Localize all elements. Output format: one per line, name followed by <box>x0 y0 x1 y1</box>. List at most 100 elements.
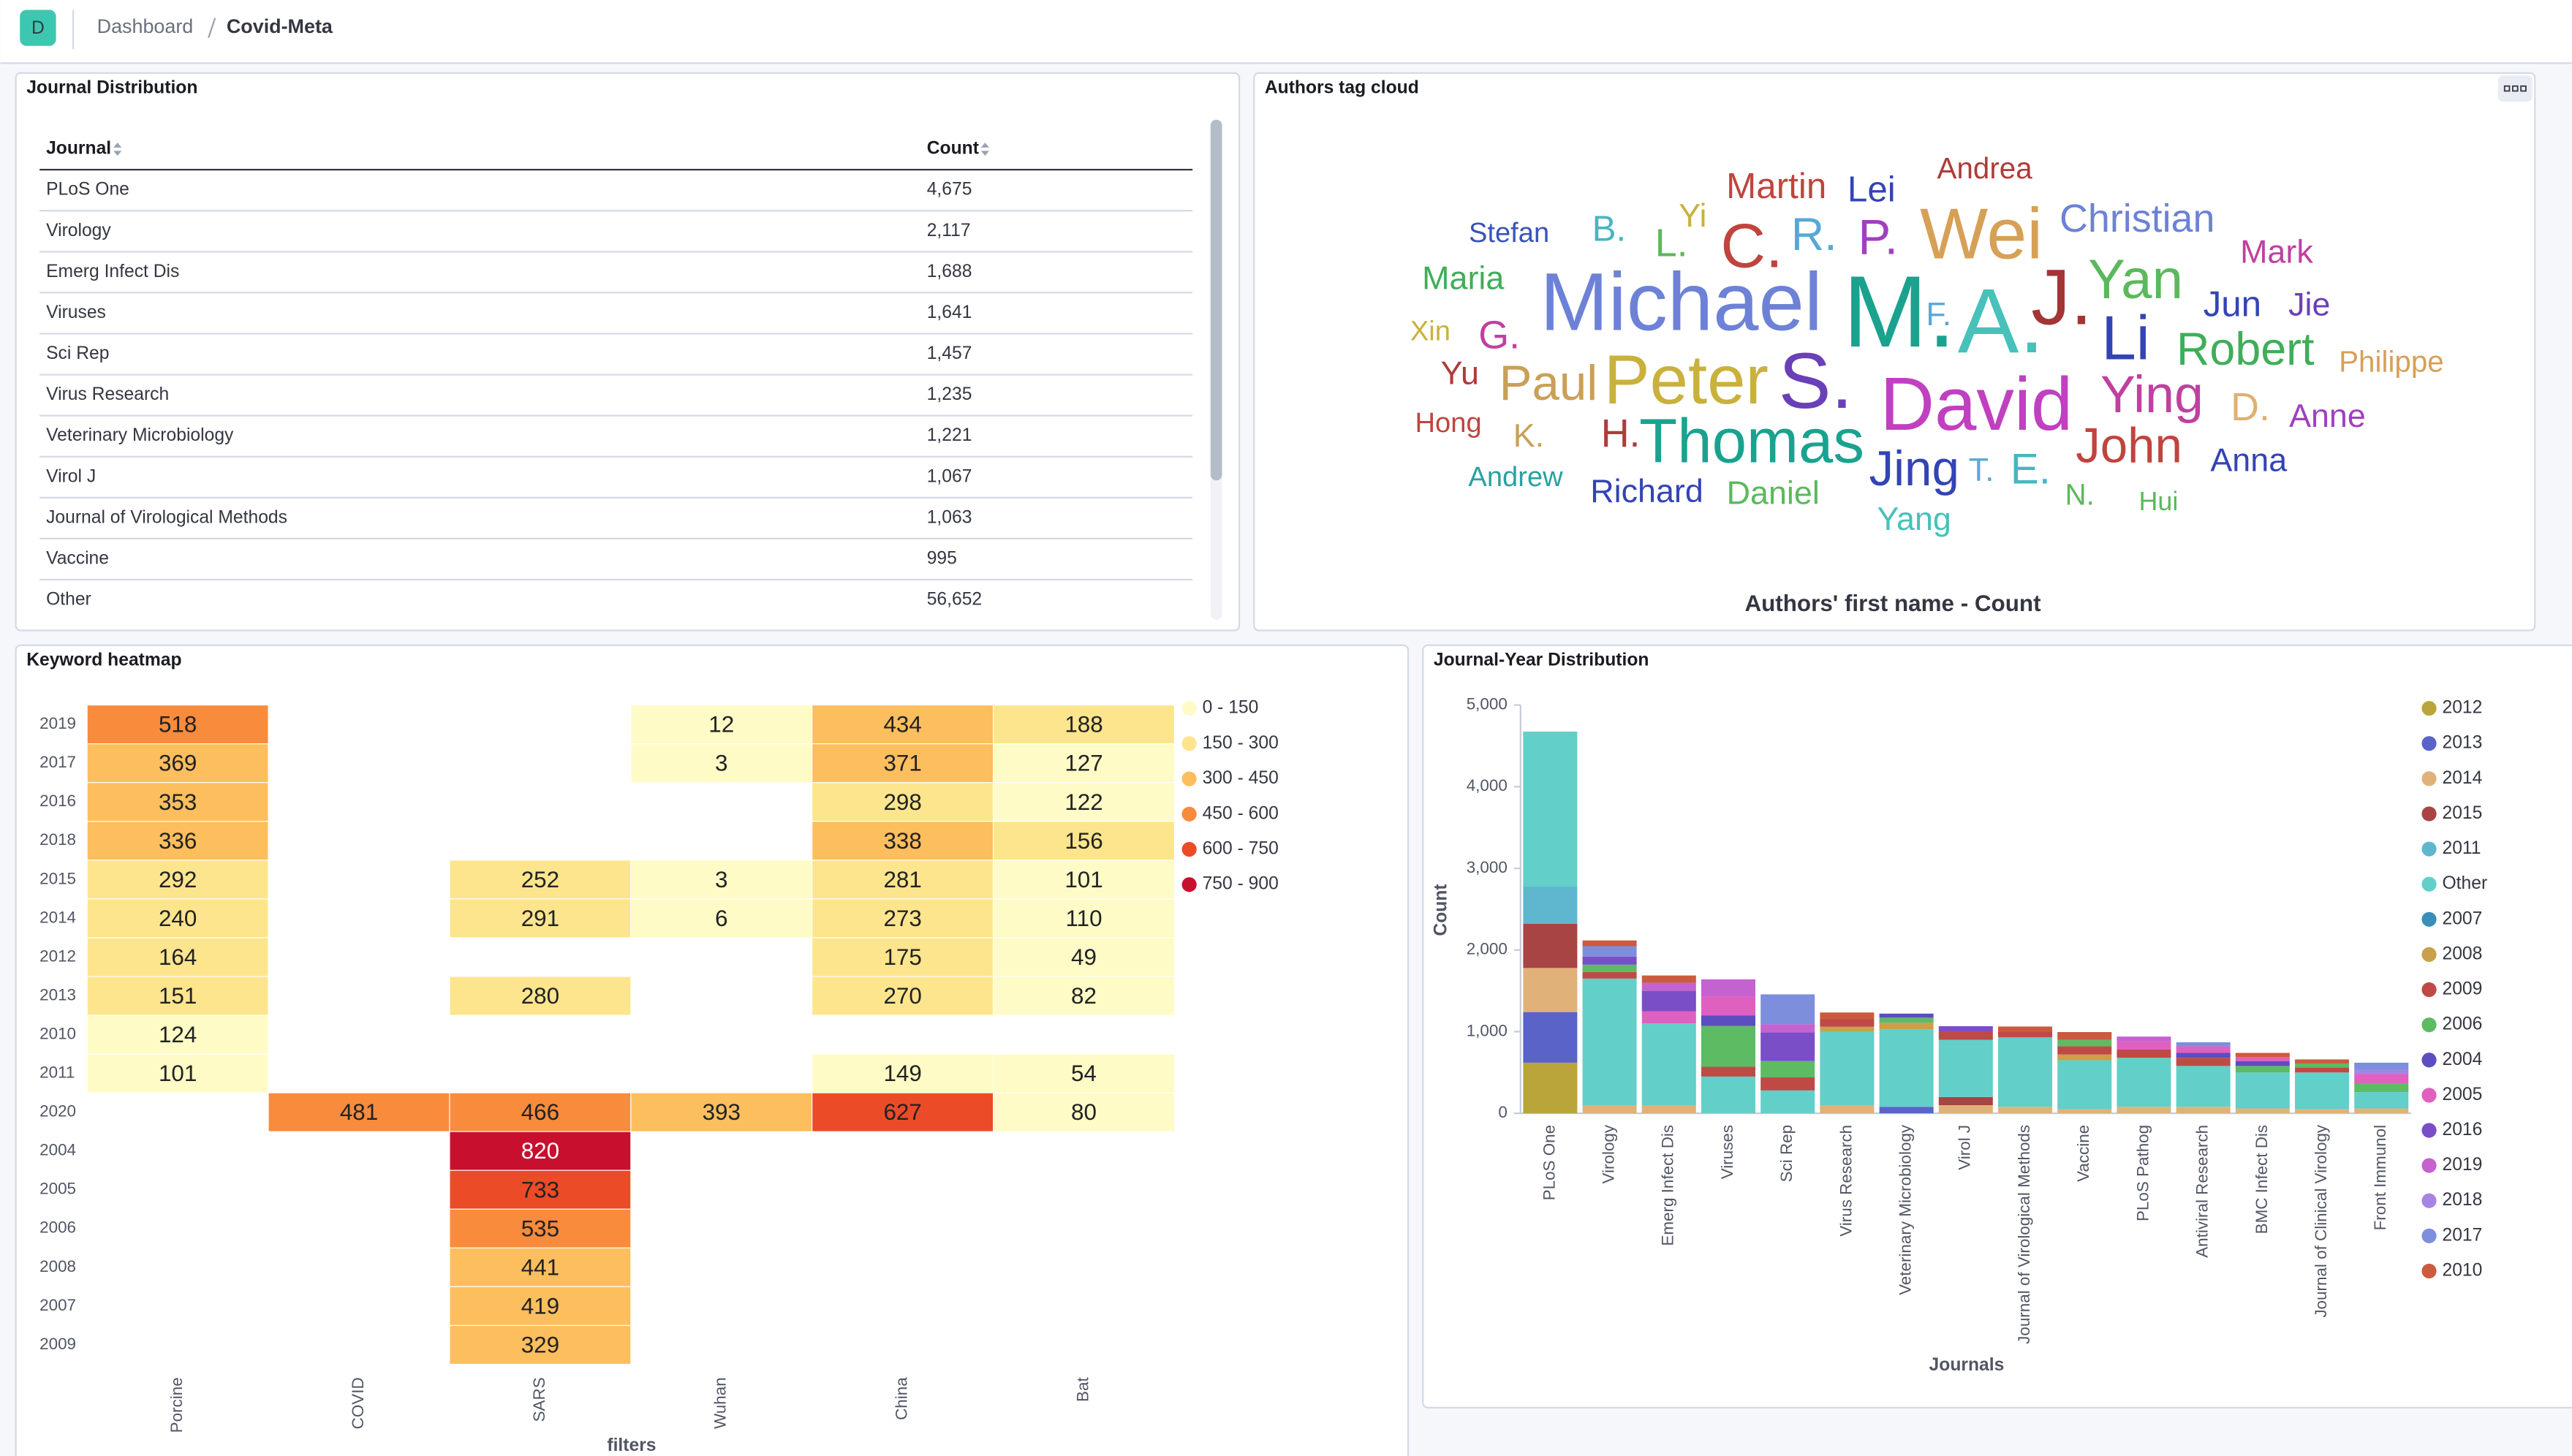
x-tick-label: Journal of Clinical Virology <box>2312 1124 2330 1318</box>
legend-label[interactable]: 2009 <box>2442 979 2482 999</box>
sort-icon[interactable] <box>113 143 989 156</box>
table-cell: Virus Research <box>46 384 169 404</box>
bar-segment <box>1701 979 1756 997</box>
cloud-word: Yu <box>1441 354 1479 392</box>
legend-swatch <box>2421 1193 2437 1208</box>
legend-label[interactable]: 2018 <box>2442 1190 2482 1210</box>
y-axis-title: Count <box>1431 884 1451 936</box>
cloud-word: Yi <box>1679 197 1706 234</box>
cloud-word: Lei <box>1847 169 1896 209</box>
bar-segment <box>2235 1108 2290 1114</box>
bar-segment <box>1760 994 1815 1025</box>
table-cell: Veterinary Microbiology <box>46 425 234 445</box>
cloud-word: Maria <box>1422 259 1504 296</box>
y-tick-label: 4,000 <box>1467 776 1508 795</box>
breadcrumb[interactable]: Dashboard <box>97 15 194 37</box>
legend-swatch <box>2421 841 2437 857</box>
cell-label: 3 <box>715 751 727 776</box>
bar-segment <box>1641 982 1696 991</box>
table-cell: Vaccine <box>46 548 109 568</box>
cloud-word: T. <box>1969 451 1994 488</box>
bar-segment <box>1760 1090 1815 1114</box>
bar-segment <box>2176 1042 2231 1047</box>
cloud-word: M. <box>1843 255 1956 368</box>
legend-label[interactable]: 2007 <box>2442 909 2482 928</box>
legend-label: 450 - 600 <box>1203 803 1279 823</box>
cloud-word: J. <box>2031 253 2092 341</box>
heatmap-cell <box>86 898 269 939</box>
table-cell: 1,235 <box>927 384 972 404</box>
bar-segment <box>2354 1069 2409 1074</box>
bar-segment <box>1938 1104 1993 1114</box>
heatmap-cell <box>993 1092 1176 1132</box>
legend-label[interactable]: 2005 <box>2442 1085 2482 1104</box>
legend-label[interactable]: 2019 <box>2442 1155 2482 1175</box>
cell-label: 127 <box>1064 751 1102 776</box>
scrollbar-thumb[interactable] <box>1210 119 1222 481</box>
cell-label: 80 <box>1071 1099 1097 1125</box>
bar-segment <box>1820 1026 1875 1032</box>
cell-label: 101 <box>159 1061 197 1086</box>
x-tick-label: Front Immunol <box>2371 1125 2389 1231</box>
y-tick-label: 2017 <box>39 753 76 771</box>
legend-label[interactable]: 2016 <box>2442 1120 2482 1140</box>
legend-label[interactable]: 2006 <box>2442 1015 2482 1034</box>
table-cell: 2,117 <box>927 221 971 240</box>
space-avatar[interactable] <box>20 10 56 46</box>
legend-label[interactable]: 2014 <box>2442 768 2482 788</box>
cell-label: 151 <box>159 983 197 1009</box>
panel <box>1422 644 2572 1408</box>
legend-label[interactable]: 2010 <box>2442 1260 2482 1280</box>
cloud-word: F. <box>1926 295 1951 333</box>
heatmap-cell <box>449 898 632 939</box>
header-bar <box>0 0 2572 63</box>
cell-label: 124 <box>159 1022 197 1047</box>
cell-label: 273 <box>883 906 921 931</box>
cloud-word: R. <box>1791 209 1837 260</box>
y-tick-label: 2011 <box>39 1063 75 1082</box>
heatmap-cell <box>449 1324 632 1365</box>
column-header[interactable]: Count <box>927 139 979 159</box>
panel-menu[interactable] <box>2497 75 2533 102</box>
breadcrumb-current: Covid-Meta <box>227 15 333 37</box>
bar-segment <box>1938 1031 1993 1040</box>
cloud-word: Martin <box>1726 166 1826 206</box>
column-header[interactable]: Journal <box>46 139 111 159</box>
bar-segment <box>1820 1018 1875 1027</box>
table-cell: 1,641 <box>927 303 972 322</box>
cell-label: 733 <box>521 1177 559 1202</box>
cell-label: 54 <box>1071 1061 1097 1086</box>
cell-label: 298 <box>883 789 921 815</box>
panel-title: Journal Distribution <box>26 78 197 98</box>
bar-segment <box>2354 1074 2409 1084</box>
legend-label[interactable]: 2008 <box>2442 944 2482 963</box>
bar-segment <box>1879 1017 1934 1023</box>
cloud-word: S. <box>1779 337 1853 425</box>
legend-label[interactable]: 2013 <box>2442 733 2482 753</box>
table-cell: 1,067 <box>927 466 972 486</box>
legend-label[interactable]: 2015 <box>2442 803 2482 823</box>
cloud-word: Anna <box>2210 441 2287 478</box>
cloud-word: G. <box>1478 313 1520 357</box>
table-cell: 4,675 <box>927 180 972 200</box>
heatmap-cell <box>86 1015 269 1055</box>
legend-label[interactable]: Other <box>2442 873 2487 893</box>
cloud-word: C. <box>1720 212 1782 281</box>
cloud-word: L. <box>1655 221 1688 265</box>
heatmap-cell <box>449 976 632 1016</box>
table-cell: Journal of Virological Methods <box>46 507 287 527</box>
heatmap-cell <box>630 1092 813 1132</box>
legend-label[interactable]: 2017 <box>2442 1225 2482 1245</box>
heatmap-cell <box>993 1053 1176 1093</box>
legend-label[interactable]: 2011 <box>2442 838 2481 858</box>
bar-segment <box>2295 1109 2350 1114</box>
legend-label[interactable]: 2004 <box>2442 1050 2482 1069</box>
heatmap-cell <box>630 743 813 784</box>
heatmap-cell <box>86 782 269 822</box>
cloud-word: Richard <box>1590 472 1703 509</box>
bar-segment <box>1701 1015 1756 1026</box>
cell-label: 535 <box>521 1216 559 1241</box>
legend-label[interactable]: 2012 <box>2442 698 2482 718</box>
table-cell: Other <box>46 590 91 610</box>
bar-segment <box>2117 1058 2171 1107</box>
